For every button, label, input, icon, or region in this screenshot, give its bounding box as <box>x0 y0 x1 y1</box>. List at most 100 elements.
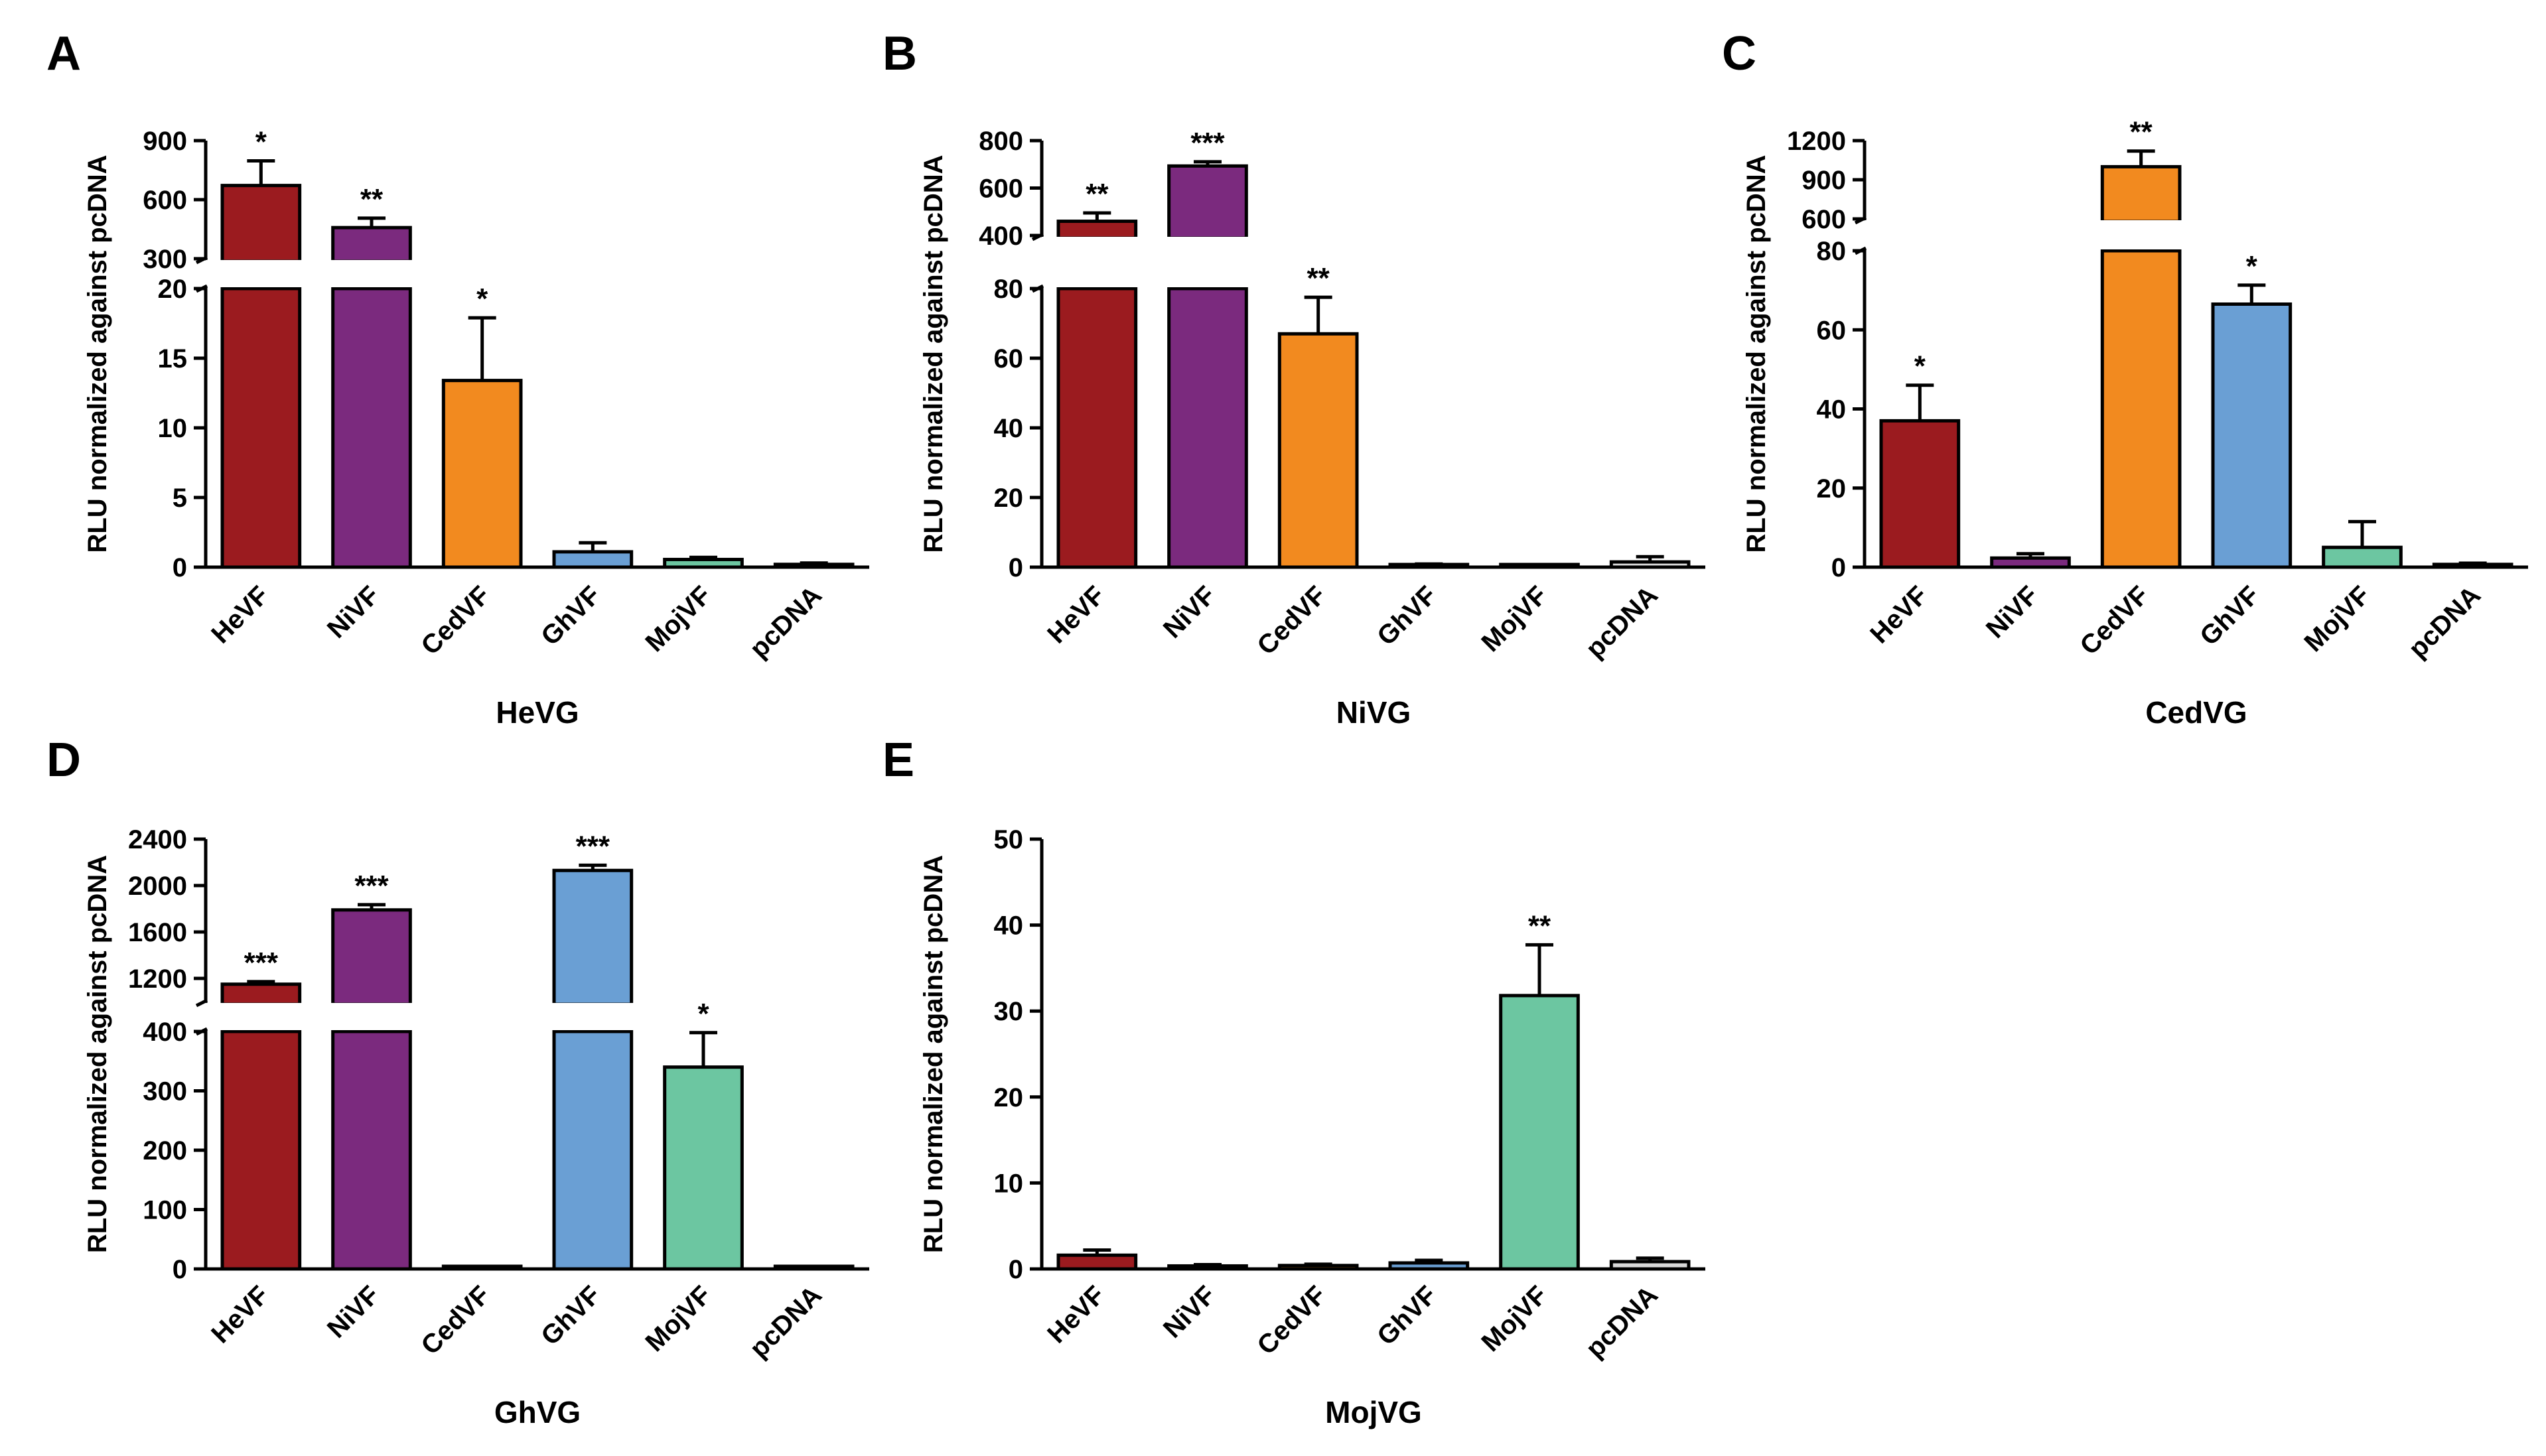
y-tick-label: 0 <box>173 553 187 582</box>
bar <box>1056 1253 1138 1271</box>
bar-break <box>551 1003 634 1030</box>
bar-break <box>330 1003 413 1030</box>
y-axis-label: RLU normalized against pcDNA <box>83 155 112 553</box>
bar <box>2211 302 2293 569</box>
significance-label: ** <box>1307 262 1330 295</box>
bar <box>220 982 302 1006</box>
y-tick-label: 600 <box>143 186 187 215</box>
bar <box>220 184 302 263</box>
significance-label: ** <box>360 183 384 216</box>
y-tick-label: 60 <box>1817 316 1847 345</box>
category-label: CedVF <box>415 1280 496 1360</box>
y-tick-label: 1200 <box>1787 127 1846 156</box>
significance-label: *** <box>244 947 279 979</box>
y-tick-label: 15 <box>158 344 188 373</box>
significance-label: ** <box>2130 116 2153 149</box>
category-label: HeVF <box>206 1280 274 1349</box>
category-label: NiVF <box>322 1280 386 1344</box>
significance-label: * <box>255 126 267 159</box>
category-label: pcDNA <box>744 1280 827 1363</box>
bar <box>331 908 412 1006</box>
y-tick-label: 10 <box>994 1169 1024 1198</box>
y-tick-label: 900 <box>143 127 187 156</box>
bar <box>220 1029 302 1271</box>
y-tick-label: 100 <box>143 1196 187 1225</box>
x-axis-label: CedVG <box>2145 695 2247 730</box>
category-label: GhVF <box>1372 1280 1443 1351</box>
bar-break <box>330 260 413 287</box>
bar-break <box>220 260 303 287</box>
y-tick-label: 1600 <box>128 918 187 947</box>
bar <box>331 1029 412 1271</box>
bar <box>220 287 302 569</box>
bar <box>552 868 634 1006</box>
bar <box>1277 332 1359 569</box>
y-tick-label: 2000 <box>128 872 187 901</box>
bar <box>331 226 412 263</box>
category-label: pcDNA <box>2403 580 2486 663</box>
y-tick-label: 600 <box>1802 205 1846 234</box>
bar <box>1499 994 1580 1271</box>
y-tick-label: 200 <box>143 1136 187 1165</box>
category-label: HeVF <box>206 580 274 649</box>
panel-letter: B <box>883 27 917 80</box>
bar <box>552 1029 634 1271</box>
category-label: pcDNA <box>744 580 827 663</box>
significance-label: ** <box>1086 178 1109 210</box>
bar <box>1167 164 1248 240</box>
bar <box>441 379 523 569</box>
y-tick-label: 900 <box>1802 166 1846 195</box>
y-tick-label: 0 <box>1831 553 1846 582</box>
y-tick-label: 0 <box>1009 553 1023 582</box>
category-label: GhVF <box>535 1280 606 1351</box>
significance-label: * <box>1914 350 1926 383</box>
y-tick-label: 0 <box>173 1255 187 1284</box>
bar-break <box>2099 220 2182 249</box>
y-axis-label: RLU normalized against pcDNA <box>83 855 112 1253</box>
category-label: CedVF <box>1251 580 1332 661</box>
significance-label: *** <box>576 830 610 862</box>
y-tick-label: 20 <box>1817 474 1847 503</box>
significance-label: ** <box>1528 909 1551 942</box>
category-label: MojVF <box>640 1280 717 1357</box>
axis-break-mark <box>195 998 208 1008</box>
y-tick-label: 60 <box>994 344 1024 373</box>
bar <box>2100 249 2182 569</box>
category-label: HeVF <box>1042 580 1110 649</box>
bar <box>552 550 634 569</box>
y-tick-label: 20 <box>994 1083 1024 1112</box>
y-tick-label: 40 <box>994 911 1024 941</box>
category-label: CedVF <box>2074 580 2155 661</box>
y-tick-label: 800 <box>979 127 1023 156</box>
bar-break <box>220 1003 303 1030</box>
significance-label: * <box>2246 250 2258 283</box>
category-label: HeVF <box>1865 580 1933 649</box>
bar <box>1056 287 1138 569</box>
bar <box>2100 165 2182 224</box>
category-label: MojVF <box>2298 580 2375 657</box>
category-label: pcDNA <box>1581 580 1663 663</box>
significance-label: *** <box>1190 127 1225 159</box>
y-axis-label: RLU normalized against pcDNA <box>919 155 948 553</box>
y-tick-label: 600 <box>979 174 1023 204</box>
bar <box>1167 287 1248 569</box>
y-tick-label: 20 <box>158 275 188 304</box>
significance-label: *** <box>354 870 389 902</box>
bar <box>331 287 412 569</box>
category-label: MojVF <box>1476 1280 1553 1357</box>
x-axis-label: HeVG <box>496 695 579 730</box>
y-tick-label: 10 <box>158 414 188 443</box>
y-tick-label: 30 <box>994 997 1024 1026</box>
bar-break <box>1166 237 1249 287</box>
category-label: GhVF <box>2194 580 2265 651</box>
y-axis-label: RLU normalized against pcDNA <box>1742 155 1771 553</box>
bar-break <box>1056 237 1139 287</box>
category-label: pcDNA <box>1581 1280 1663 1363</box>
y-tick-label: 80 <box>994 275 1024 304</box>
bar <box>1879 419 1961 569</box>
bar <box>2322 545 2403 569</box>
bar <box>663 1065 744 1271</box>
panel-letter: C <box>1722 27 1756 80</box>
category-label: MojVF <box>1476 580 1553 657</box>
x-axis-label: MojVG <box>1325 1395 1422 1429</box>
